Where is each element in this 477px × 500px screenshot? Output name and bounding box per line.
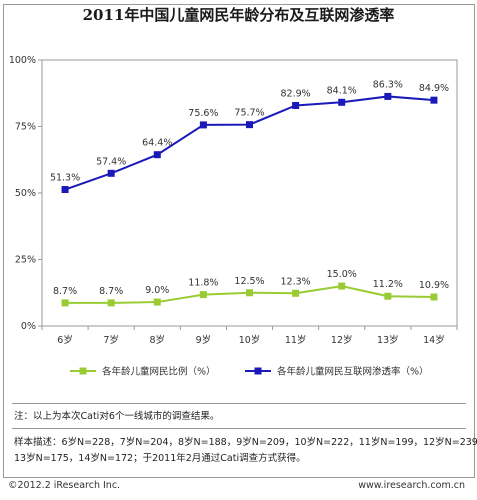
data-point [107,169,115,177]
data-point [246,121,253,129]
legend-label: 各年龄儿童网民比例（%） [102,366,216,378]
legend-marker [79,367,87,375]
data-point [153,151,161,159]
data-point [107,299,115,307]
data-point [338,98,346,106]
data-point [246,289,253,297]
data-point [292,289,300,297]
data-label: 8.7% [53,286,77,297]
legend-marker [254,367,262,375]
data-label: 11.8% [188,278,218,289]
data-point [199,291,207,299]
data-point [292,101,300,109]
source-url: www.iresearch.com.cn [358,480,465,491]
data-label: 12.3% [281,276,311,287]
y-tick-label: 100% [9,55,36,66]
x-tick-label: 12岁 [331,334,353,346]
legend-label: 各年龄儿童网民互联网渗透率（%） [277,366,429,378]
y-tick-label: 50% [15,188,36,199]
data-point [338,282,346,290]
copyright-text: ©2012.2 iResearch Inc. [8,480,121,491]
sample-description-line2: 13岁N=175，14岁N=172；于2011年2月通过Cati调查方式获得。 [14,453,306,464]
data-label: 12.5% [234,276,264,287]
divider [12,428,466,429]
data-label: 11.2% [373,279,403,290]
y-tick-label: 0% [21,321,36,332]
x-tick-label: 9岁 [196,334,212,346]
divider [12,403,466,404]
y-tick-label: 75% [15,122,36,133]
data-label: 64.4% [142,138,172,149]
x-tick-label: 7岁 [103,334,119,346]
data-point [384,92,392,100]
data-point [430,96,438,104]
x-tick-label: 14岁 [423,334,445,346]
data-point [61,299,69,307]
data-label: 15.0% [327,269,357,280]
x-tick-label: 6岁 [57,334,73,346]
data-point [199,121,207,129]
data-label: 10.9% [419,280,449,291]
x-tick-label: 11岁 [285,334,307,346]
data-label: 82.9% [281,88,311,99]
data-label: 86.3% [373,79,403,90]
chart-title: 2011年中国儿童网民年龄分布及互联网渗透率 [82,6,395,24]
data-label: 75.6% [188,108,218,119]
data-point [153,298,161,306]
data-label: 75.7% [234,108,264,119]
y-tick-label: 25% [15,255,36,266]
chart-frame [3,4,475,478]
x-tick-label: 10岁 [239,334,261,346]
data-label: 57.4% [96,156,126,167]
x-tick-label: 13岁 [377,334,399,346]
data-label: 84.1% [327,85,357,96]
data-point [384,292,392,300]
data-label: 51.3% [50,173,80,184]
data-label: 84.9% [419,83,449,94]
data-label: 9.0% [145,285,169,296]
data-label: 8.7% [99,286,123,297]
chart-note: 注：以上为本次Cati对6个一线城市的调查结果。 [14,411,220,422]
data-point [61,186,69,194]
sample-description-line1: 样本描述：6岁N=228，7岁N=204，8岁N=188，9岁N=209，10岁… [14,437,477,448]
x-tick-label: 8岁 [150,334,166,346]
data-point [430,293,438,301]
